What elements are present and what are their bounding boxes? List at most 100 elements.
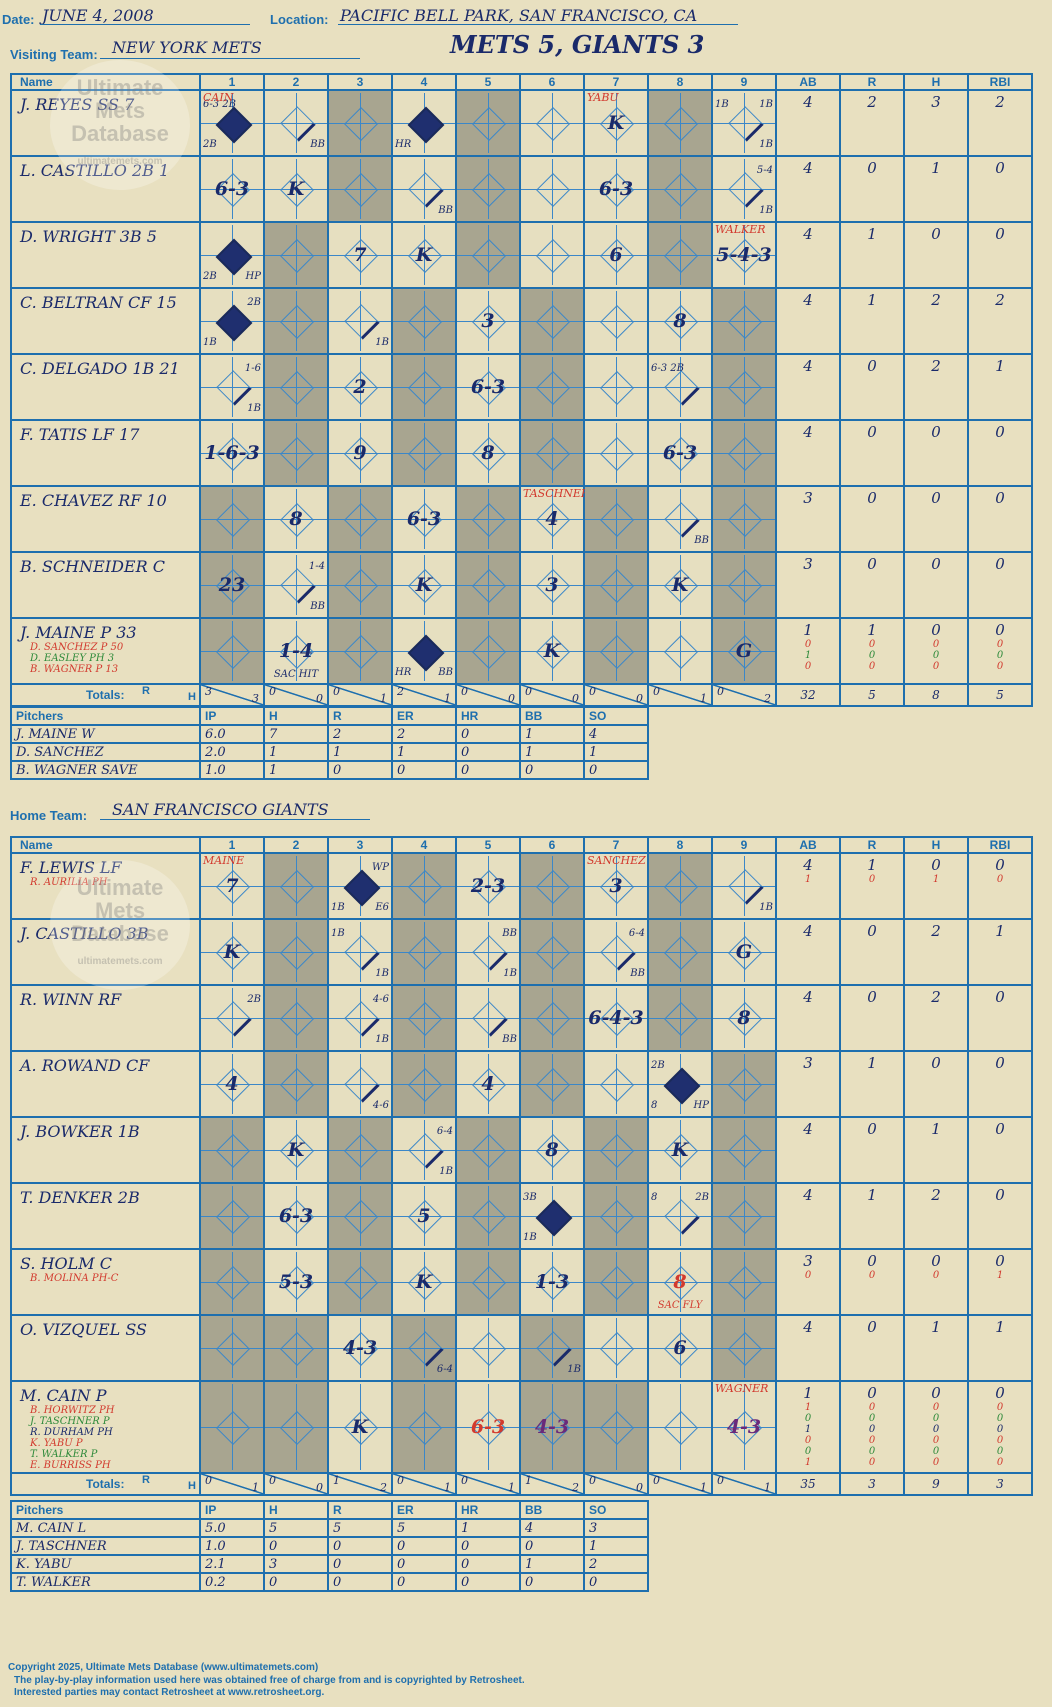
- home-team-name: SAN FRANCISCO GIANTS: [112, 800, 329, 819]
- cell-guide-line: [521, 1084, 583, 1085]
- base-diamond-icon: [536, 1331, 572, 1367]
- pitching-header-row: Pitchers IP H R ER HR BB SO: [10, 706, 649, 726]
- totals-label-cell: Totals: R H: [10, 683, 201, 707]
- pitcher-row: K. YABU 2.1 3 0 0 0 1 2: [10, 1554, 649, 1574]
- batter-stat-cell: 1: [967, 353, 1033, 421]
- play-note: 1B: [759, 205, 773, 216]
- substitute-name: D. SANCHEZ P 50: [30, 642, 124, 653]
- batter-name: L. CASTILLO 2B 1: [20, 161, 170, 180]
- cell-box: K: [649, 1120, 711, 1180]
- inning-hits: 1: [252, 1481, 259, 1494]
- batter-name: D. WRIGHT 3B 5: [20, 227, 157, 246]
- cell-box: [521, 93, 583, 153]
- cell-guide-line: [329, 1018, 391, 1019]
- cell-guide-line: [265, 321, 327, 322]
- base-diamond-icon: [216, 1266, 250, 1300]
- batter-name-cell: J. BOWKER 1B: [10, 1116, 201, 1184]
- play-result: K: [223, 941, 241, 963]
- pitching-header: ER: [391, 1500, 457, 1520]
- cell-guide-line: [521, 189, 583, 190]
- pitcher-stat: 1: [391, 742, 457, 762]
- pitcher-stat: 6.0: [199, 724, 265, 744]
- at-bat-cell: 1-6-3: [199, 419, 265, 487]
- cell-box: 7: [329, 225, 391, 285]
- cell-guide-line: [393, 255, 455, 256]
- cell-guide-line: [393, 886, 455, 887]
- inning-hits: 2: [572, 1481, 579, 1494]
- at-bat-cell: 2B: [199, 984, 265, 1052]
- cell-guide-line: [329, 1216, 391, 1217]
- stat-header: R: [839, 73, 905, 91]
- cell-guide-line: [265, 519, 327, 520]
- at-bat-cell: BB: [455, 984, 521, 1052]
- batter-stat-cell: 0: [839, 918, 905, 986]
- play-result: 8: [673, 310, 687, 332]
- play-note: 5-4: [756, 165, 773, 176]
- at-bat-cell: [519, 918, 585, 986]
- cell-guide-line: [713, 1282, 775, 1283]
- pitcher-stat: 1: [583, 1536, 649, 1556]
- pitcher-stat: 0: [263, 1536, 329, 1556]
- at-bat-cell: [455, 1182, 521, 1250]
- batter-row: F. TATIS LF 17 1-6-3 9 8 6-3 4 0 0 0: [10, 419, 1033, 487]
- pitcher-stat: 0: [455, 1572, 521, 1592]
- cell-guide-line: [265, 1216, 327, 1217]
- cell-guide-line: [265, 453, 327, 454]
- run-scored-diamond-icon: [215, 304, 253, 342]
- pitcher-stat: 1: [519, 1554, 585, 1574]
- batter-stat-cell: 4: [775, 419, 841, 487]
- cell-box: [457, 93, 519, 153]
- batter-name: C. BELTRAN CF 15: [20, 293, 177, 312]
- cell-guide-line: [265, 886, 327, 887]
- cell-box: [329, 159, 391, 219]
- batter-name: T. DENKER 2B: [20, 1188, 140, 1207]
- substitute-stat-value: 0: [932, 1457, 940, 1468]
- cell-box: 5-4-3 WALKER: [713, 223, 775, 285]
- base-diamond-icon: [664, 1411, 698, 1445]
- base-diamond-icon: [408, 1133, 444, 1169]
- play-note: 8: [651, 1100, 658, 1111]
- at-bat-cell: [455, 155, 521, 223]
- cell-guide-line: [201, 519, 263, 520]
- cell-box: 6-3: [457, 1384, 519, 1470]
- inning-runs: 0: [589, 685, 596, 698]
- cell-box: [329, 621, 391, 681]
- pitcher-stat: 2: [391, 724, 457, 744]
- cell-box: 2B 1B: [201, 291, 263, 351]
- inning-hits: 1: [444, 692, 451, 705]
- at-bat-cell: [455, 485, 521, 553]
- cell-box: [265, 423, 327, 483]
- play-result: 6: [609, 244, 623, 266]
- at-bat-cell: 5: [391, 1182, 457, 1250]
- play-result: 1-4: [278, 640, 314, 662]
- cell-guide-line: [585, 387, 647, 388]
- cell-guide-line: [713, 1084, 775, 1085]
- batter-stat-cell: 0: [967, 419, 1033, 487]
- cell-box: [393, 291, 455, 351]
- at-bat-cell: K: [263, 1116, 329, 1184]
- base-diamond-icon: [344, 1001, 380, 1037]
- cell-box: [393, 357, 455, 417]
- base-diamond-icon: [728, 305, 762, 339]
- base-diamond-icon: [344, 503, 378, 537]
- substitute-stat-value: 0: [804, 639, 812, 650]
- cell-guide-line: [649, 1150, 711, 1151]
- cell-guide-line: [265, 1348, 327, 1349]
- cell-box: [201, 621, 263, 681]
- home-team-underline: [100, 819, 370, 820]
- inning-header: 9: [711, 73, 777, 91]
- batter-stat-value: 2: [931, 291, 941, 309]
- batter-stat-cell: 1: [967, 1314, 1033, 1382]
- batter-stat-cell: 2: [903, 287, 969, 355]
- cell-box: [265, 1318, 327, 1378]
- at-bat-cell: BB: [391, 155, 457, 223]
- at-bat-cell: 4-3: [519, 1380, 585, 1474]
- cell-box: [201, 1186, 263, 1246]
- base-diamond-icon: [728, 1068, 762, 1102]
- inning-header: 1: [199, 73, 265, 91]
- inning-header: 8: [647, 836, 713, 854]
- watermark-word: Ultimate: [76, 875, 164, 900]
- cell-guide-line: [521, 585, 583, 586]
